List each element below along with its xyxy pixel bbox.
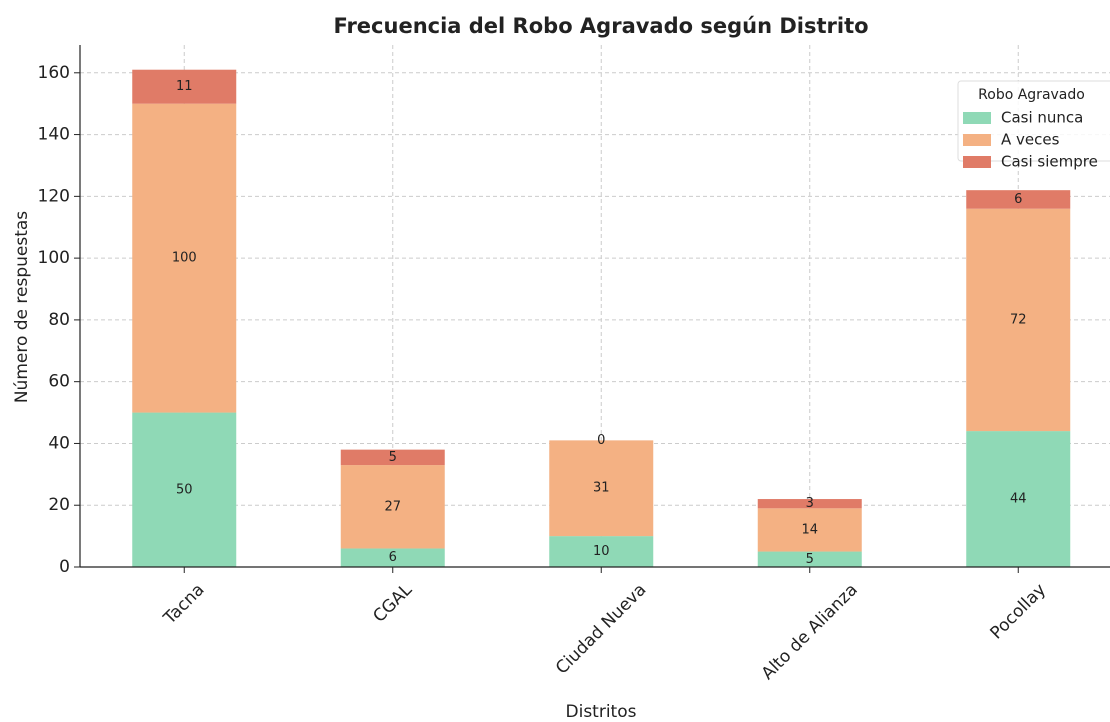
y-tick-label: 20 [48, 495, 70, 515]
data-label: 5 [389, 450, 397, 465]
bar-segment [757, 499, 862, 509]
y-axis-label: Número de respuestas [12, 211, 32, 403]
legend-label: Casi siempre [1001, 153, 1098, 171]
data-label: 6 [1014, 192, 1022, 207]
bar-segment [966, 208, 1071, 432]
y-tick-label: 160 [38, 63, 70, 83]
bar-segment [340, 465, 445, 549]
legend-label: A veces [1001, 131, 1060, 149]
y-tick-label: 140 [38, 125, 70, 145]
bar-segment [549, 536, 654, 567]
data-label: 14 [801, 522, 818, 537]
bar-segment [757, 508, 862, 552]
y-tick-label: 60 [48, 372, 70, 392]
data-label: 50 [176, 482, 193, 497]
y-tick-label: 80 [48, 310, 70, 330]
legend-title: Robo Agravado [978, 87, 1085, 103]
x-tick-label: Ciudad Nueva [552, 580, 650, 678]
bar-segment [132, 103, 237, 413]
x-tick-label: Alto de Alianza [758, 580, 862, 684]
data-label: 100 [172, 251, 197, 266]
x-tick-label: Tacna [159, 580, 208, 629]
y-tick-label: 100 [38, 248, 70, 268]
bar-segment [340, 548, 445, 567]
y-tick-label: 0 [59, 557, 70, 577]
bar-segment [132, 412, 237, 567]
data-label: 11 [176, 79, 193, 94]
data-label: 6 [389, 550, 397, 565]
bar-segment [966, 190, 1071, 209]
legend-swatch [963, 112, 991, 124]
data-label: 44 [1010, 492, 1027, 507]
data-label: 3 [806, 496, 814, 511]
chart-title: Frecuencia del Robo Agravado según Distr… [333, 14, 868, 38]
legend-label: Casi nunca [1001, 109, 1083, 127]
data-label: 27 [384, 499, 401, 514]
data-label: 72 [1010, 312, 1027, 327]
bar-segment [340, 449, 445, 466]
legend-swatch [963, 156, 991, 168]
x-axis-label: Distritos [566, 702, 637, 722]
legend-swatch [963, 134, 991, 146]
data-label: 0 [597, 433, 605, 448]
bar-segment [966, 431, 1071, 567]
data-label: 5 [806, 552, 814, 567]
legend: Robo Agravado Casi nunca A veces Casi siemp… [957, 80, 1110, 171]
data-label: 31 [593, 481, 610, 496]
legend-box [957, 80, 1110, 162]
x-tick-label: Pocollay [987, 580, 1050, 643]
x-tick-label: CGAL [369, 580, 416, 627]
bar-segment [757, 551, 862, 567]
bar-segment [549, 440, 654, 537]
y-tick-label: 120 [38, 186, 70, 206]
y-tick-label: 40 [48, 433, 70, 453]
data-label: 10 [593, 544, 610, 559]
bar-segment [132, 69, 237, 104]
